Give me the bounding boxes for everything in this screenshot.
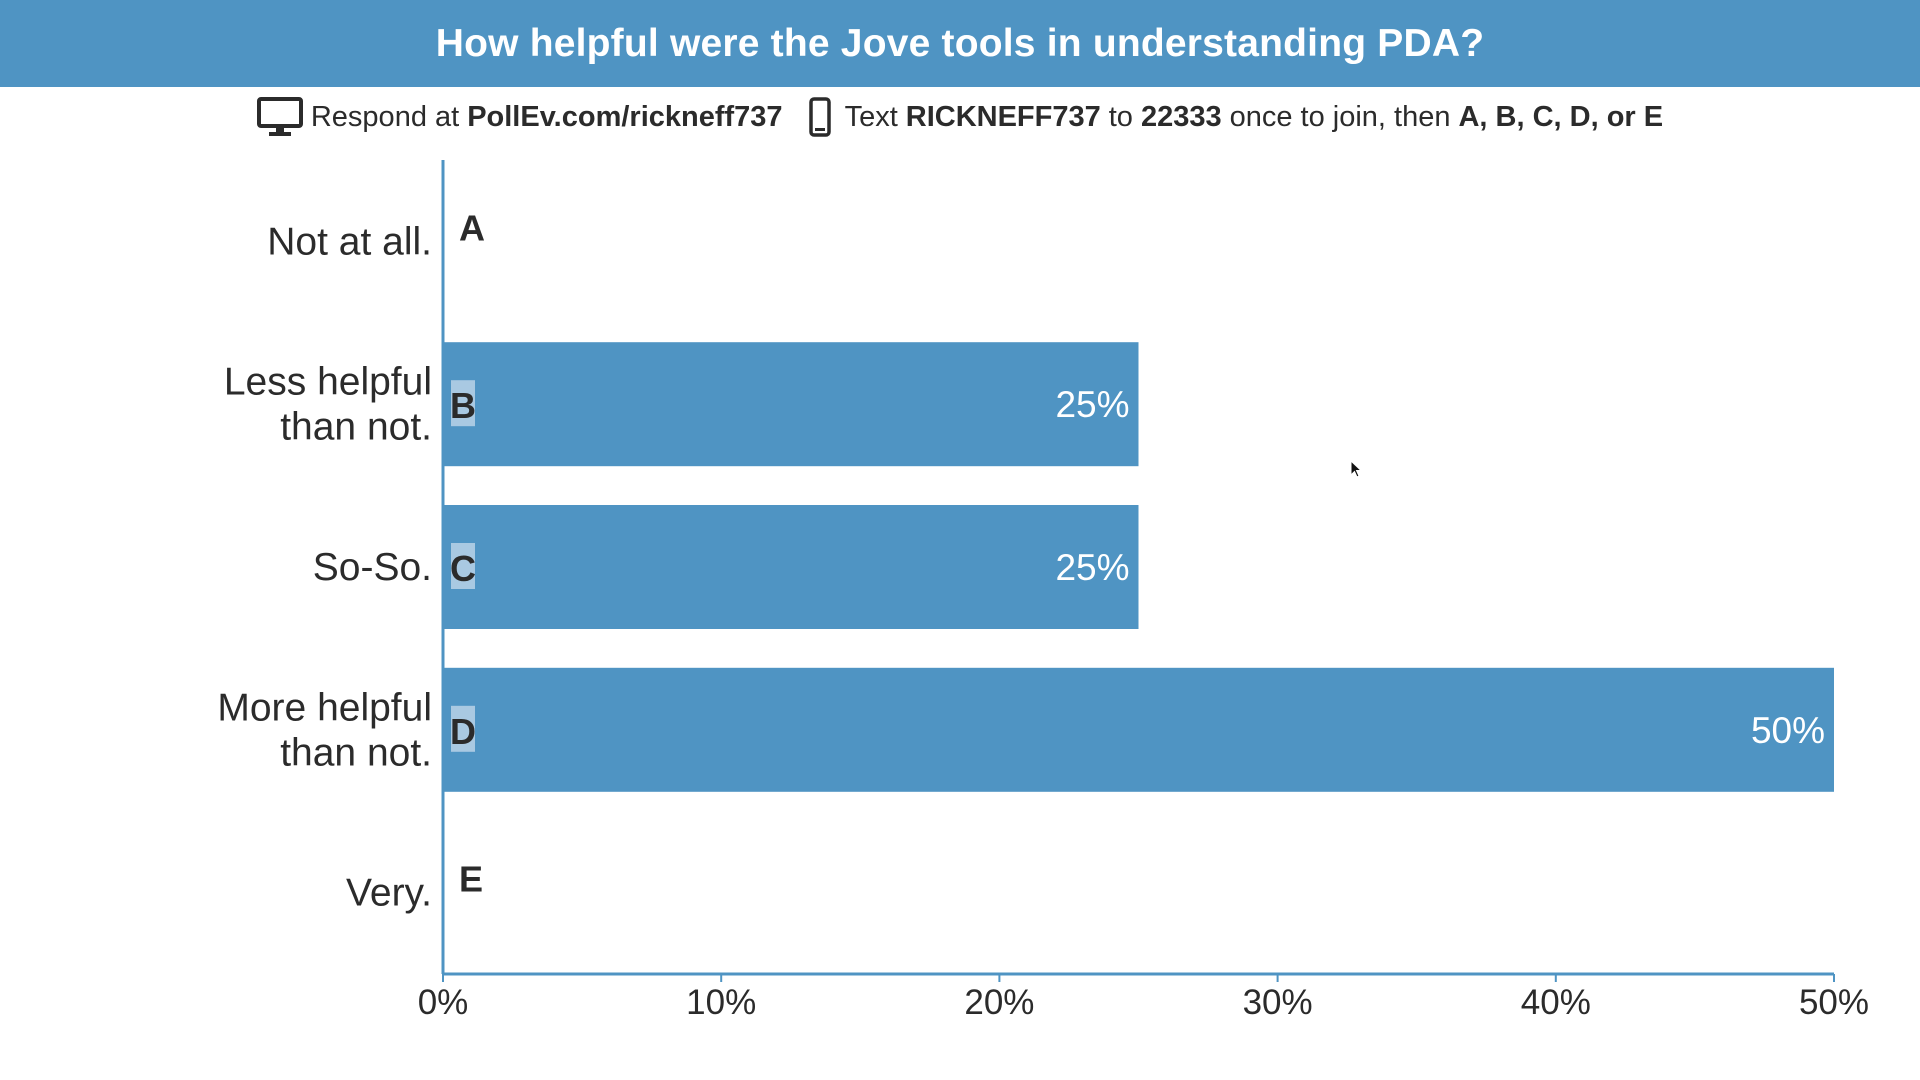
category-label-b-line-2: than not. bbox=[280, 406, 432, 449]
bar-b bbox=[443, 342, 1139, 467]
desktop-monitor-icon bbox=[256, 97, 303, 137]
text-prefix: Text bbox=[844, 100, 898, 133]
x-tick-label-40: 40% bbox=[1521, 983, 1591, 1022]
respond-prefix: Respond at bbox=[310, 100, 460, 133]
letter-badge-b bbox=[451, 380, 475, 427]
value-label-d: 50% bbox=[1751, 710, 1825, 751]
text-suffix: once to join, then bbox=[1229, 100, 1451, 133]
text-options: A, B, C, D, or E bbox=[1458, 100, 1664, 133]
x-tick-label-50: 50% bbox=[1799, 983, 1869, 1022]
letter-badge-c bbox=[451, 543, 475, 589]
value-label-b: 25% bbox=[1055, 384, 1129, 425]
option-letter-b: B bbox=[450, 385, 476, 426]
mouse-cursor-icon bbox=[1350, 460, 1363, 478]
x-tick-label-30: 30% bbox=[1243, 983, 1313, 1022]
option-letter-c: C bbox=[450, 548, 476, 589]
option-letter-e: E bbox=[459, 859, 483, 900]
category-label-d-line-1: More helpful bbox=[217, 686, 432, 729]
x-tick-label-10: 10% bbox=[686, 983, 756, 1022]
text-code: RICKNEFF737 bbox=[905, 100, 1101, 133]
category-label-c-line-1: So-So. bbox=[313, 546, 432, 589]
category-label-a-line-1: Not at all. bbox=[267, 220, 432, 263]
category-label-b-line-1: Less helpful bbox=[224, 361, 432, 404]
response-instructions: Respond at PollEv.com/rickneff737 Text R… bbox=[0, 92, 1920, 142]
category-label-e-line-1: Very. bbox=[346, 872, 432, 915]
x-tick-label-0: 0% bbox=[418, 983, 469, 1022]
option-letter-a: A bbox=[459, 207, 485, 248]
x-tick-label-20: 20% bbox=[964, 983, 1034, 1022]
bar-d bbox=[443, 667, 1834, 792]
title-bar: How helpful were the Jove tools in under… bbox=[0, 0, 1920, 87]
respond-url[interactable]: PollEv.com/rickneff737 bbox=[467, 100, 783, 133]
bar-c bbox=[443, 505, 1139, 629]
text-to: to bbox=[1108, 100, 1133, 133]
option-letter-d: D bbox=[450, 711, 476, 752]
letter-badge-d bbox=[451, 705, 475, 752]
poll-title: How helpful were the Jove tools in under… bbox=[435, 21, 1485, 65]
text-number: 22333 bbox=[1140, 100, 1222, 133]
value-label-c: 25% bbox=[1055, 547, 1129, 588]
mobile-phone-icon bbox=[808, 97, 831, 137]
category-label-d-line-2: than not. bbox=[280, 731, 432, 774]
